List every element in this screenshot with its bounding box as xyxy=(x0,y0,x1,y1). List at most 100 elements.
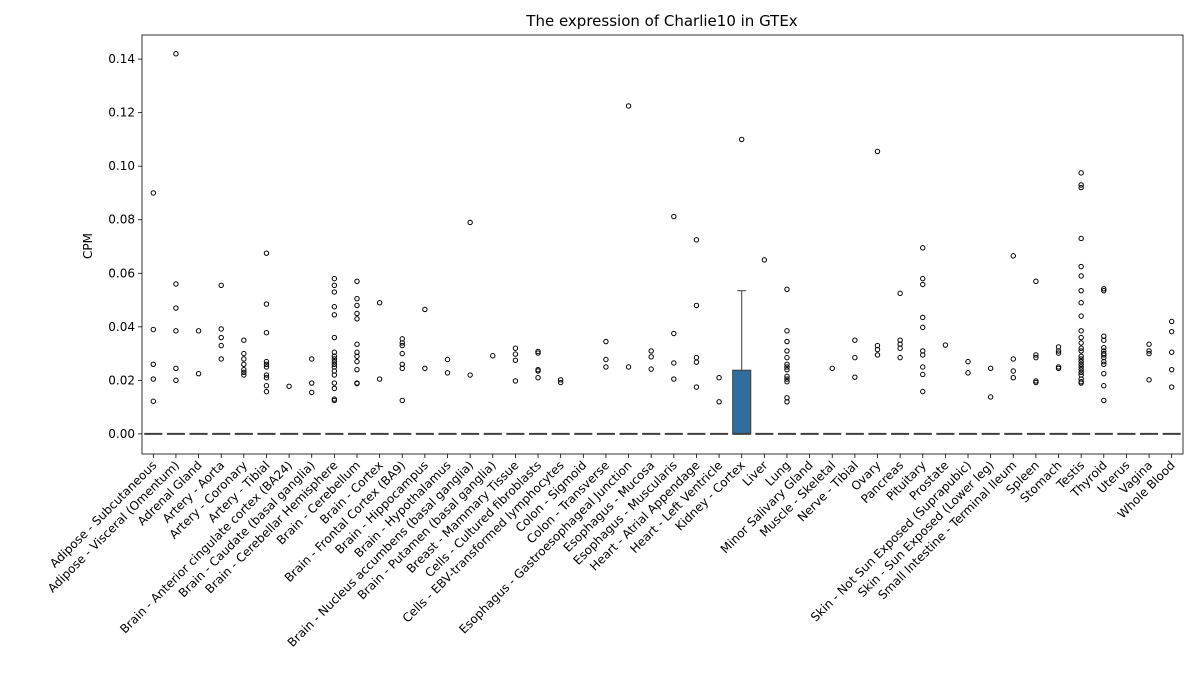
outlier-point xyxy=(784,286,790,293)
outlier-point xyxy=(1168,366,1175,373)
outlier-point xyxy=(716,399,722,405)
outlier-point xyxy=(354,341,360,347)
outlier-point xyxy=(648,348,654,354)
outlier-point xyxy=(399,350,405,357)
outlier-point xyxy=(286,383,292,389)
outlier-point xyxy=(648,366,654,372)
y-tick-label: 0.12 xyxy=(108,106,135,120)
outlier-point xyxy=(399,340,405,346)
outlier-point xyxy=(150,190,157,196)
box-group xyxy=(755,257,774,435)
outlier-point xyxy=(309,380,315,386)
outlier-point xyxy=(263,358,270,365)
outlier-point xyxy=(535,374,541,381)
outlier-point xyxy=(1078,182,1084,188)
outlier-point xyxy=(693,354,700,361)
outlier-point xyxy=(1033,379,1039,386)
outlier-point xyxy=(1078,361,1084,368)
outlier-point xyxy=(784,328,790,334)
outlier-point xyxy=(1078,334,1084,341)
outlier-point xyxy=(852,337,858,343)
chart-title: The expression of Charlie10 in GTEx xyxy=(525,12,798,30)
outlier-point xyxy=(920,324,926,331)
box-group xyxy=(1140,341,1159,435)
outlier-point xyxy=(331,380,338,386)
outlier-point xyxy=(1146,341,1152,347)
outlier-point xyxy=(1078,328,1084,334)
outlier-point xyxy=(603,364,609,370)
outlier-point xyxy=(331,361,338,368)
outlier-point xyxy=(1101,287,1107,294)
outlier-point xyxy=(1078,287,1084,294)
box-group xyxy=(1049,344,1068,435)
box-group xyxy=(370,300,389,435)
outlier-point xyxy=(263,388,270,395)
outlier-point xyxy=(761,257,768,263)
outlier-point xyxy=(173,365,179,372)
box-group xyxy=(1162,318,1181,435)
outlier-point xyxy=(603,356,609,363)
y-tick-label: 0.02 xyxy=(108,373,135,387)
outlier-point xyxy=(784,366,790,373)
outlier-point xyxy=(354,358,360,365)
outlier-point xyxy=(263,364,270,370)
outlier-point xyxy=(1078,273,1084,279)
outlier-point xyxy=(467,219,473,226)
outlier-point xyxy=(1146,350,1152,357)
outlier-point xyxy=(331,372,338,378)
outlier-point xyxy=(603,338,609,345)
outlier-point xyxy=(263,374,270,381)
outlier-point xyxy=(897,345,903,351)
outlier-point xyxy=(399,342,405,349)
outlier-point xyxy=(1078,184,1084,191)
outlier-point xyxy=(784,373,790,380)
box-group xyxy=(777,286,797,435)
outlier-point xyxy=(331,304,338,310)
outlier-point xyxy=(331,385,338,392)
y-tick-label: 0.00 xyxy=(108,427,135,441)
outlier-point xyxy=(1101,383,1107,389)
outlier-point xyxy=(1055,350,1062,356)
outlier-point xyxy=(150,376,157,382)
y-axis: 0.00 0.02 0.04 0.06 0.08 0.10 0.12 0.14 xyxy=(108,52,142,441)
outlier-point xyxy=(376,376,383,382)
outlier-point xyxy=(422,365,428,372)
box-group xyxy=(891,290,910,435)
outlier-point xyxy=(1101,358,1107,365)
outlier-point xyxy=(331,353,338,359)
outlier-point xyxy=(1168,318,1175,325)
outlier-point xyxy=(354,380,360,387)
outlier-point xyxy=(331,397,338,404)
outlier-point xyxy=(1078,300,1084,306)
box-group xyxy=(483,353,502,435)
outlier-point xyxy=(150,398,157,404)
outlier-point xyxy=(309,356,315,362)
outlier-point xyxy=(173,51,179,57)
outlier-point xyxy=(693,237,700,243)
outlier-point xyxy=(241,366,247,373)
outlier-point xyxy=(784,338,790,345)
box-group xyxy=(823,365,842,435)
box-group xyxy=(438,356,457,435)
box-group xyxy=(506,345,525,435)
outlier-point xyxy=(784,364,790,370)
box-group xyxy=(347,278,367,435)
outlier-point xyxy=(263,361,270,368)
outlier-point xyxy=(1033,278,1039,285)
outlier-point xyxy=(241,337,247,343)
outlier-point xyxy=(331,358,338,365)
x-tick-label: Liver xyxy=(740,458,771,489)
outlier-point xyxy=(965,370,971,376)
outlier-point xyxy=(784,354,790,361)
outlier-point xyxy=(716,374,722,381)
outlier-point xyxy=(920,281,926,288)
outlier-point xyxy=(354,296,360,302)
outlier-point xyxy=(1078,263,1084,270)
outlier-point xyxy=(874,346,881,353)
outlier-point xyxy=(874,352,881,358)
outlier-point xyxy=(1168,384,1175,390)
box-group xyxy=(212,282,231,435)
outlier-point xyxy=(354,366,360,373)
outlier-point xyxy=(331,282,338,289)
